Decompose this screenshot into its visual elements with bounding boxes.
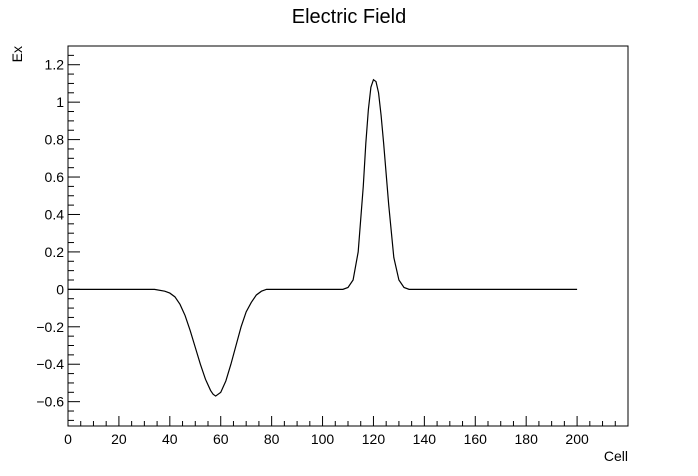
y-tick-label: 0.2	[45, 244, 65, 260]
y-tick-label: 0.8	[45, 132, 65, 148]
x-tick-label: 180	[515, 431, 539, 447]
y-tick-label: −0.6	[36, 394, 64, 410]
x-axis-label: Cell	[604, 448, 628, 464]
x-tick-label: 120	[362, 431, 386, 447]
y-tick-label: 1	[56, 94, 64, 110]
series-line	[68, 78, 578, 397]
y-tick-label: −0.2	[36, 319, 64, 335]
y-tick-label: 1.2	[45, 57, 65, 73]
x-tick-label: 80	[264, 431, 280, 447]
x-tick-label: 160	[464, 431, 488, 447]
plot-frame	[67, 45, 629, 427]
x-tick-label: 140	[413, 431, 437, 447]
y-axis-label: Ex	[9, 46, 25, 62]
x-tick-label: 100	[311, 431, 335, 447]
y-tick-label: 0.6	[45, 169, 65, 185]
y-axis: −0.6 −0.4 −0.2 0 0.2 0.4 0.6 0.8 1 1.2	[36, 45, 80, 421]
x-tick-label: 60	[213, 431, 229, 447]
x-tick-label: 20	[111, 431, 127, 447]
x-axis: 0 20 40 60 80 100 120 140 160 180 200	[64, 416, 629, 447]
x-tick-label: 0	[64, 431, 72, 447]
y-tick-label: −0.4	[36, 356, 64, 372]
chart-title: Electric Field	[292, 6, 406, 28]
x-tick-label: 40	[162, 431, 178, 447]
y-tick-label: 0	[56, 281, 64, 297]
x-tick-label: 200	[565, 431, 589, 447]
y-tick-label: 0.4	[45, 206, 65, 222]
